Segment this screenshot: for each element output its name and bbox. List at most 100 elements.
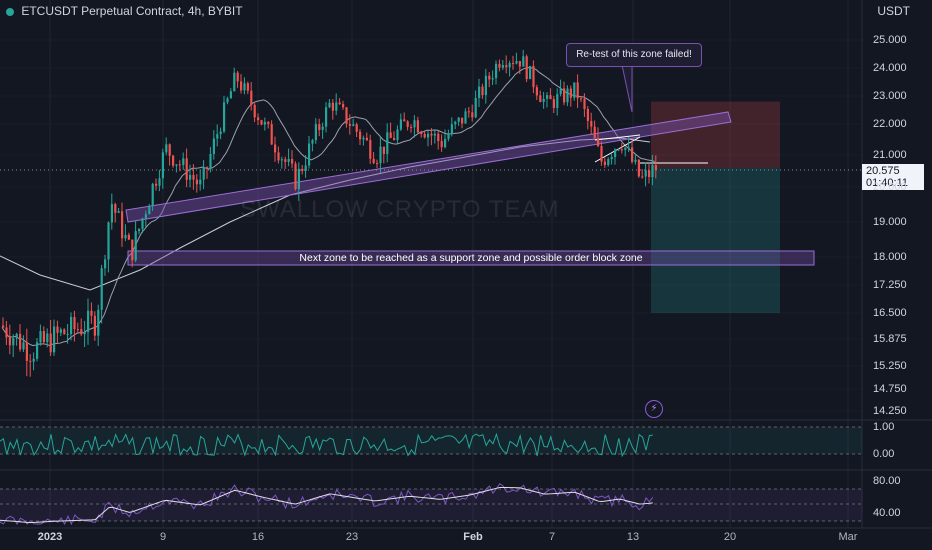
candle-body	[32, 358, 35, 362]
price-tick-label: 23.000	[873, 90, 907, 102]
candle-body	[93, 315, 96, 336]
candle-body	[8, 337, 11, 346]
candle-body	[614, 149, 617, 157]
watermark: SWALLOW CRYPTO TEAM	[240, 196, 560, 223]
time-tick-label: 9	[159, 531, 167, 543]
candle-body	[182, 158, 185, 166]
candle-body	[321, 126, 324, 130]
candle-body	[382, 146, 385, 154]
time-tick-label: 7	[548, 531, 556, 543]
candle-body	[121, 211, 124, 239]
candle-body	[297, 168, 300, 189]
candle-body	[22, 342, 25, 350]
candle-body	[386, 132, 389, 154]
candle-body	[246, 83, 249, 91]
time-tick-label: Mar	[838, 531, 858, 543]
candle-body	[542, 98, 545, 102]
candle-body	[76, 329, 79, 331]
rsi-tick-label: 80.00	[873, 475, 901, 487]
candle-body	[36, 342, 39, 359]
candle-body	[308, 143, 311, 166]
callout-note[interactable]: Re-test of this zone failed!	[566, 43, 702, 67]
rsi-tick-label: 40.00	[873, 507, 901, 519]
candle-body	[580, 98, 583, 100]
candle-body	[124, 234, 127, 239]
candle-body	[376, 163, 379, 165]
support-zone-label: Next zone to be reached as a support zon…	[299, 252, 643, 264]
candle-body	[209, 154, 212, 169]
candle-body	[654, 165, 657, 171]
candle-body	[563, 88, 566, 103]
callout-pointer	[621, 64, 633, 113]
candle-body	[189, 174, 192, 180]
candle-body	[515, 60, 518, 64]
price-tick-label: 25.000	[873, 34, 907, 46]
candle-body	[508, 62, 511, 68]
candle-body	[141, 218, 144, 229]
support-zone	[127, 250, 815, 266]
candle-body	[423, 133, 426, 138]
candle-body	[539, 95, 542, 102]
time-tick-label: 23	[345, 531, 359, 543]
candle-body	[39, 331, 42, 343]
lightning-icon[interactable]: ⚡	[645, 400, 663, 418]
candle-body	[155, 183, 158, 186]
price-tick-label: 18.000	[873, 251, 907, 263]
rsi-signal-line	[0, 486, 653, 524]
candle-body	[80, 329, 83, 335]
candle-body	[114, 204, 117, 213]
candle-body	[318, 124, 321, 130]
candle-body	[233, 72, 236, 92]
last-price-tag: 20.575 01:40:11	[862, 164, 924, 190]
candle-body	[641, 176, 644, 178]
candle-body	[158, 178, 161, 186]
candle-body	[66, 334, 69, 336]
price-tick-label: 17.250	[873, 279, 907, 291]
candle-body	[216, 134, 219, 139]
candle-body	[393, 137, 396, 140]
candle-body	[49, 333, 52, 353]
candle-body	[389, 132, 392, 138]
candle-body	[631, 147, 634, 162]
candle-body	[484, 75, 487, 96]
candle-body	[372, 158, 375, 164]
candle-body	[291, 159, 294, 164]
candle-body	[607, 159, 610, 166]
candle-body	[546, 95, 549, 99]
symbol-title: ETCUSDT Perpetual Contract, 4h, BYBIT	[21, 4, 243, 18]
candle-body	[59, 329, 62, 333]
candle-body	[498, 63, 501, 68]
candle-body	[352, 124, 355, 126]
candle-body	[481, 86, 484, 96]
candle-body	[301, 168, 304, 171]
candle-body	[206, 167, 209, 169]
candle-body	[63, 329, 66, 335]
candle-body	[185, 158, 188, 180]
candle-body	[648, 170, 651, 178]
candle-body	[15, 333, 18, 339]
price-tick-label: 15.875	[873, 333, 907, 345]
candle-body	[260, 120, 263, 125]
candle-body	[257, 117, 260, 121]
candle-body	[19, 333, 22, 350]
candle-body	[277, 152, 280, 161]
candle-body	[427, 133, 430, 138]
candle-body	[365, 137, 368, 141]
rising-channel-zone	[125, 111, 732, 223]
candle-body	[144, 214, 147, 219]
candle-body	[416, 120, 419, 133]
candle-body	[212, 138, 215, 155]
candle-body	[42, 331, 45, 343]
candle-body	[478, 86, 481, 98]
candle-body	[199, 179, 202, 185]
candle-body	[559, 88, 562, 95]
long-moving-average	[0, 137, 651, 291]
time-tick-label: 20	[723, 531, 737, 543]
candle-body	[331, 102, 334, 111]
candle-body	[138, 228, 141, 232]
time-tick-label: 16	[251, 531, 265, 543]
oscillator-band	[0, 427, 862, 454]
time-tick-label: 13	[626, 531, 640, 543]
candle-body	[134, 231, 137, 261]
